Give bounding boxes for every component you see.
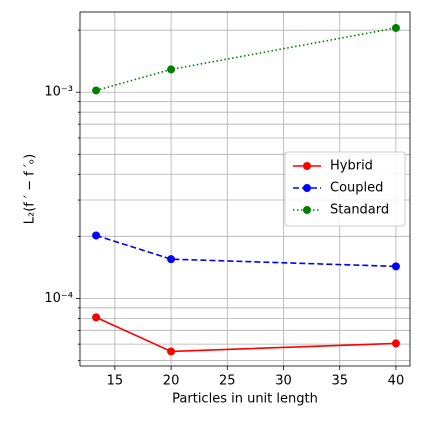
x-tick-label: 25 [219,374,236,389]
data-point [167,65,176,74]
data-point [167,255,176,264]
y-tick-label: 10⁻⁴ [44,291,73,306]
x-tick-label: 20 [163,374,180,389]
data-point [92,313,101,322]
x-tick-label: 30 [275,374,292,389]
legend-label: Coupled [330,181,383,196]
series-line [95,27,397,92]
legend-label: Standard [330,203,389,218]
data-point [167,347,176,356]
legend-box [284,151,406,227]
x-axis-label: Particles in unit length [172,392,318,407]
plot-frame [79,11,411,367]
series-line [95,234,396,268]
x-tick-label: 15 [107,374,124,389]
data-point [92,231,101,240]
y-tick-label: 10⁻³ [44,85,73,100]
data-point [391,23,400,32]
x-tick-label: 35 [331,374,348,389]
legend-marker [303,184,311,192]
x-tick-label: 40 [388,374,405,389]
data-point [92,86,101,95]
legend-label: Hybrid [330,159,373,174]
data-point [391,262,400,271]
series-line [95,316,396,353]
legend-marker [303,206,311,214]
legend-marker [303,162,311,170]
data-point [391,339,400,348]
y-axis-label: L₂(f ′ − f ′ₒ) [23,154,38,224]
